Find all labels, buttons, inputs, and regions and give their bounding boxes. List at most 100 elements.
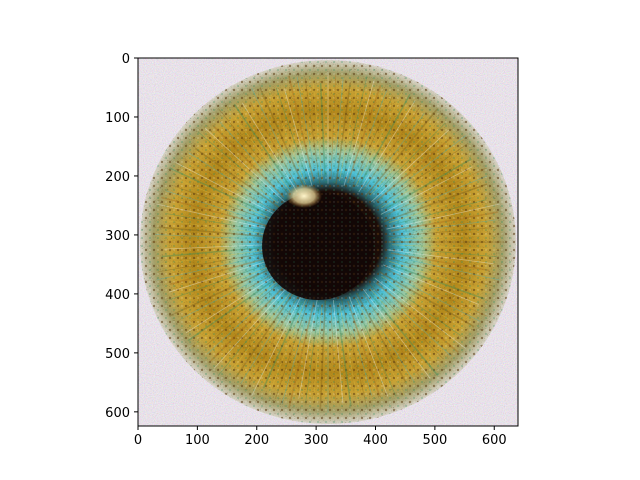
iris-spoke xyxy=(251,88,299,183)
iris-spoke xyxy=(362,293,422,380)
iris-spoke xyxy=(249,101,299,188)
iris-spoke xyxy=(343,80,375,187)
x-axis: 0 100 200 300 400 500 600 xyxy=(134,426,507,448)
iris-spoke xyxy=(391,244,501,250)
iris-spoke xyxy=(217,108,291,197)
iris-spoke xyxy=(156,256,262,281)
iris-spoke xyxy=(354,302,397,397)
iris-spoke xyxy=(166,213,262,231)
iris-spoke xyxy=(383,264,479,305)
iris-spoke xyxy=(375,282,459,354)
iris-spoke xyxy=(339,303,360,408)
iris-spoke xyxy=(183,272,269,318)
iris-spoke xyxy=(194,147,280,209)
iris-spoke xyxy=(342,75,368,178)
iris-spoke xyxy=(235,290,296,378)
iris-spoke xyxy=(336,307,352,406)
iris-spoke xyxy=(381,275,468,332)
iris-spoke xyxy=(251,294,303,396)
iris-spoke xyxy=(355,88,405,187)
iris-spoke xyxy=(155,234,261,240)
iris-spoke xyxy=(298,299,318,399)
iris-spoke xyxy=(369,288,437,363)
iris-spoke xyxy=(330,74,337,181)
iris-spoke xyxy=(225,105,291,193)
iris-spoke xyxy=(185,273,279,334)
iris-spoke xyxy=(393,199,487,225)
iris-spoke xyxy=(168,264,265,301)
iris-spoke xyxy=(187,280,274,342)
iris-spoke xyxy=(164,244,269,250)
iris-spoke xyxy=(388,260,490,294)
iris-spoke xyxy=(190,280,279,349)
iris-spoke xyxy=(197,131,278,199)
iris-spoke xyxy=(268,299,306,394)
iris-spoke xyxy=(390,252,490,272)
iris-spoke xyxy=(169,167,268,215)
iris-spoke xyxy=(390,211,499,232)
eye-highlight xyxy=(286,184,322,208)
iris-spoke xyxy=(385,158,472,209)
y-tick-label: 100 xyxy=(105,111,130,126)
iris-spoke xyxy=(385,268,487,317)
iris-spoke xyxy=(339,85,358,181)
x-tick-label: 100 xyxy=(185,433,210,448)
iris-spoke xyxy=(333,77,344,177)
iris-spoke xyxy=(347,84,382,184)
iris-spoke xyxy=(362,288,431,379)
iris-spoke xyxy=(358,100,416,193)
iris-spoke xyxy=(262,302,303,389)
iris-spoke xyxy=(362,298,414,382)
iris-spoke xyxy=(276,87,308,180)
iris-spoke xyxy=(395,247,498,258)
iris-spoke xyxy=(394,256,500,281)
y-tick-label: 400 xyxy=(105,288,130,303)
iris-spoke xyxy=(319,300,327,410)
x-tick-label: 400 xyxy=(363,433,388,448)
eye-image xyxy=(138,58,518,426)
iris-spoke xyxy=(204,279,284,347)
iris-spoke xyxy=(387,227,495,238)
iris-spoke xyxy=(312,303,323,407)
y-tick-label: 200 xyxy=(105,170,130,185)
iris-spoke xyxy=(212,124,285,198)
iris-spoke xyxy=(190,135,279,204)
iris-spoke xyxy=(364,108,439,198)
x-tick-label: 0 xyxy=(134,433,142,448)
iris-spoke xyxy=(169,266,275,317)
iris-spoke xyxy=(374,277,466,349)
y-tick-label: 300 xyxy=(105,229,130,244)
iris-spoke xyxy=(231,291,291,371)
iris-spoke xyxy=(335,81,352,185)
iris-spoke xyxy=(387,249,494,265)
iris-spoke xyxy=(161,247,261,258)
iris-spoke xyxy=(188,152,272,206)
iris-spoke xyxy=(245,296,299,390)
iris-spoke xyxy=(380,135,466,202)
iris-spoke xyxy=(175,162,276,215)
iris-spoke xyxy=(213,285,289,369)
iris-spoke xyxy=(355,292,407,383)
y-tick-label: 500 xyxy=(105,347,130,362)
iris-spoke xyxy=(355,297,405,396)
iris-spoke xyxy=(367,113,425,189)
iris-spoke xyxy=(159,249,265,265)
iris-spoke xyxy=(383,183,488,223)
iris-spoke xyxy=(387,272,481,322)
x-tick-label: 600 xyxy=(482,433,507,448)
iris-spoke xyxy=(347,300,381,397)
iris-spoke xyxy=(158,226,269,238)
iris-spoke xyxy=(374,122,446,195)
iris-spoke xyxy=(319,83,326,177)
iris-spoke xyxy=(369,115,443,196)
iris-spoke xyxy=(362,106,421,191)
iris-spoke xyxy=(281,305,311,404)
iris-spoke xyxy=(385,257,495,288)
iris-spoke xyxy=(288,75,315,182)
iris-spoke xyxy=(391,234,492,240)
y-tick-label: 600 xyxy=(105,406,130,421)
iris-spoke xyxy=(388,191,487,224)
iris-spoke xyxy=(391,264,485,300)
iris-spoke xyxy=(156,203,270,230)
